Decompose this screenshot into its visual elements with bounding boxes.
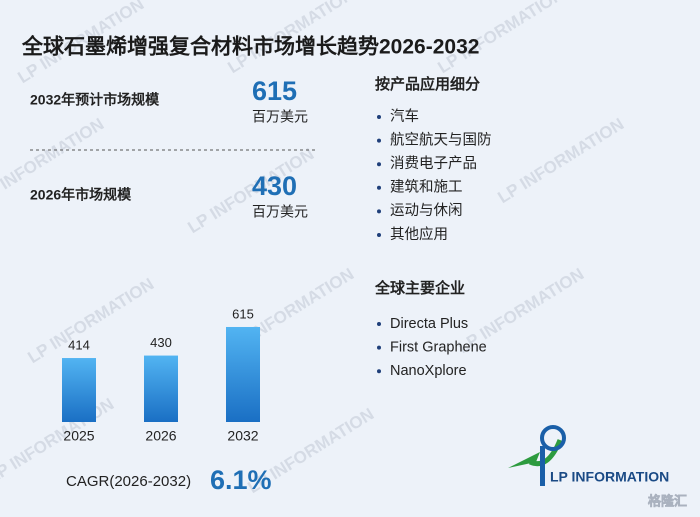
section-title: 全球主要企业	[374, 279, 465, 297]
list-item: First Graphene	[390, 339, 487, 355]
bullet	[377, 115, 381, 119]
list-item: Directa Plus	[390, 316, 468, 332]
value-label: 615	[232, 306, 254, 321]
stat-value: 430	[252, 171, 297, 201]
bar	[226, 326, 260, 422]
stat-label: 2026年市场规模	[30, 187, 132, 203]
list-item: 汽车	[390, 108, 419, 125]
bullet	[377, 185, 381, 190]
stat-unit: 百万美元	[252, 109, 308, 125]
company-list: Directa Plus First Graphene NanoXplore	[377, 316, 487, 379]
stat-value: 615	[252, 76, 297, 106]
logo-icon	[508, 425, 566, 486]
bullet	[377, 138, 381, 143]
stat-unit: 百万美元	[252, 204, 308, 220]
list-item: 运动与休闲	[390, 202, 463, 219]
bullet	[377, 345, 381, 350]
list-item: NanoXplore	[390, 363, 467, 379]
list-item: 消费电子产品	[390, 155, 477, 172]
title: 全球石墨烯增强复合材料市场增长趋势2026-2032	[21, 35, 479, 59]
bullet	[377, 369, 381, 374]
bullet	[377, 209, 381, 214]
bullet	[377, 233, 381, 237]
value-label: 414	[68, 337, 90, 352]
list-item: 其他应用	[390, 225, 448, 243]
cagr-label: CAGR(2026-2032)	[66, 473, 191, 490]
value-label: 430	[150, 335, 172, 350]
stat-label: 2032年预计市场规模	[30, 92, 160, 108]
list-item: 建筑和施工	[390, 179, 463, 196]
list-item: 航空航天与国防	[390, 131, 492, 148]
cagr-value: 6.1%	[210, 465, 272, 495]
logo-ring	[540, 425, 566, 451]
logo-arrow	[508, 452, 540, 468]
section-title: 按产品应用细分	[375, 75, 480, 93]
x-tick-label: 2032	[227, 428, 258, 444]
bar-chart: 414 2025 430 2026 615 2032	[62, 306, 260, 444]
corner-mark: 格隆汇	[648, 493, 687, 508]
x-tick-label: 2026	[145, 428, 176, 444]
logo-swoosh	[528, 439, 563, 467]
bar	[144, 355, 178, 422]
logo-text: LP INFORMATION	[550, 469, 669, 485]
bullet	[377, 162, 381, 167]
bullet	[377, 322, 381, 326]
x-tick-label: 2025	[63, 428, 94, 444]
bar	[62, 358, 96, 422]
logo-bar	[540, 446, 545, 486]
